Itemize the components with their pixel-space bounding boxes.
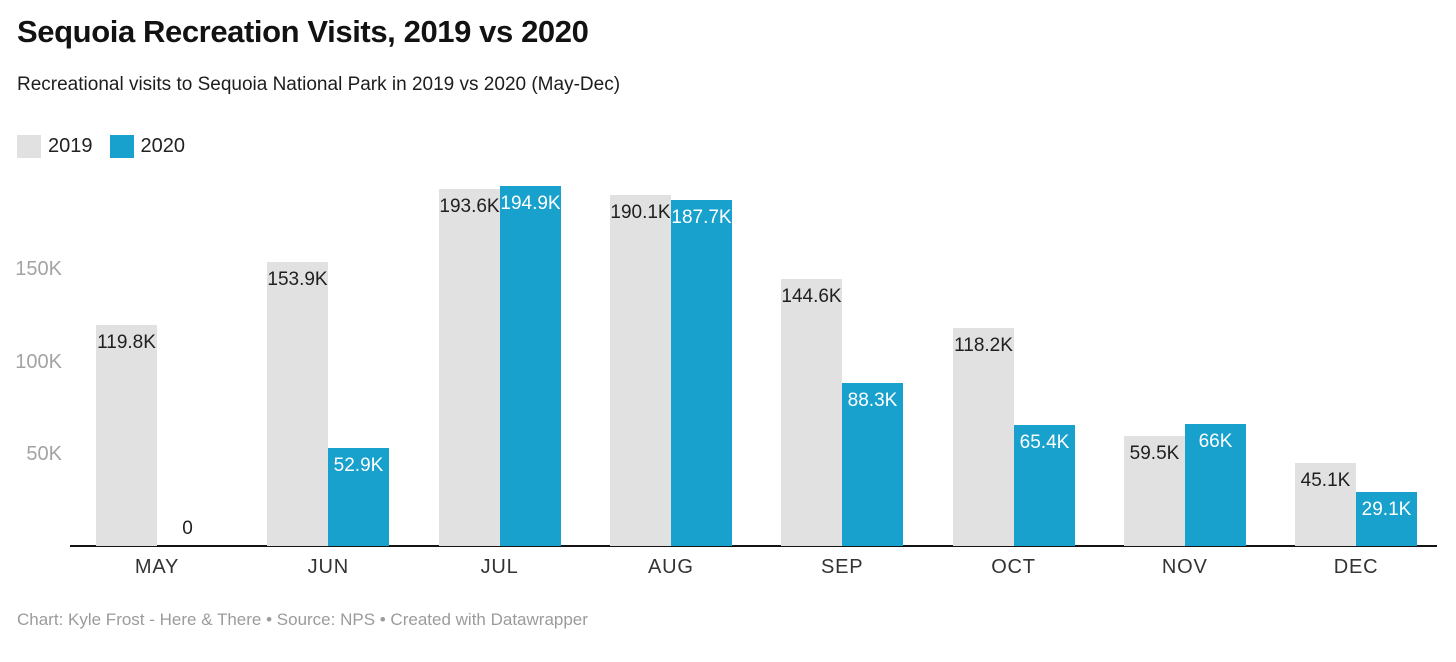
x-axis-label-aug: AUG [648,556,694,578]
legend-label: 2019 [48,135,93,157]
legend-swatch-2020 [109,135,134,158]
x-axis-line [70,545,1437,547]
bar-2020-jun[interactable] [328,448,389,546]
value-label-2019-jun: 153.9K [267,269,328,290]
value-label-2020-may: 0 [182,518,193,539]
value-label-2019-nov: 59.5K [1129,443,1180,464]
value-label-2020-nov: 66K [1198,431,1233,452]
value-label-2020-oct: 65.4K [1019,432,1070,453]
bar-2019-jul[interactable] [439,189,500,546]
bar-2020-nov[interactable] [1185,424,1246,546]
bar-2019-oct[interactable] [953,328,1014,546]
bar-2019-nov[interactable] [1124,436,1185,546]
bar-2019-dec[interactable] [1295,463,1356,546]
x-axis-label-jun: JUN [307,556,349,578]
x-axis-label-may: MAY [134,556,180,578]
x-axis-label-oct: OCT [991,556,1036,578]
value-label-2019-aug: 190.1K [610,202,671,223]
chart-title: Sequoia Recreation Visits, 2019 vs 2020 [17,14,589,49]
x-axis-label-nov: NOV [1161,556,1208,578]
value-label-2019-jul: 193.6K [439,196,500,217]
value-label-2019-may: 119.8K [97,332,156,353]
bar-2019-sep[interactable] [781,279,842,546]
legend: 2019 2020 [17,135,185,158]
legend-item-2020: 2020 [109,135,186,158]
y-axis-tick-100K: 100K [15,350,62,373]
legend-label: 2020 [140,135,186,157]
legend-swatch-2019 [17,135,41,158]
value-label-2020-aug: 187.7K [671,207,732,228]
chart-subtitle: Recreational visits to Sequoia National … [17,74,621,95]
bar-2020-aug[interactable] [671,200,732,546]
bar-2020-oct[interactable] [1014,425,1075,546]
x-axis-label-dec: DEC [1333,556,1379,578]
value-label-2020-sep: 88.3K [847,390,898,411]
bar-2020-dec[interactable] [1356,492,1417,546]
value-label-2019-dec: 45.1K [1300,470,1351,491]
value-label-2019-sep: 144.6K [781,286,842,307]
bar-2020-sep[interactable] [842,383,903,546]
y-axis-tick-150K: 150K [15,258,62,281]
value-label-2019-oct: 118.2K [954,335,1013,356]
bar-2020-jul[interactable] [500,186,561,546]
x-axis-label-sep: SEP [820,556,864,578]
value-label-2020-jun: 52.9K [333,455,384,476]
chart-footer: Chart: Kyle Frost - Here & There • Sourc… [17,610,588,629]
bar-2019-aug[interactable] [610,195,671,546]
x-axis-label-jul: JUL [480,556,519,578]
value-label-2020-jul: 194.9K [500,193,561,214]
bar-2019-jun[interactable] [267,262,328,546]
y-axis-tick-50K: 50K [26,442,62,465]
legend-item-2019: 2019 [17,135,93,158]
value-label-2020-dec: 29.1K [1361,499,1412,520]
bar-2019-may[interactable] [96,325,157,546]
